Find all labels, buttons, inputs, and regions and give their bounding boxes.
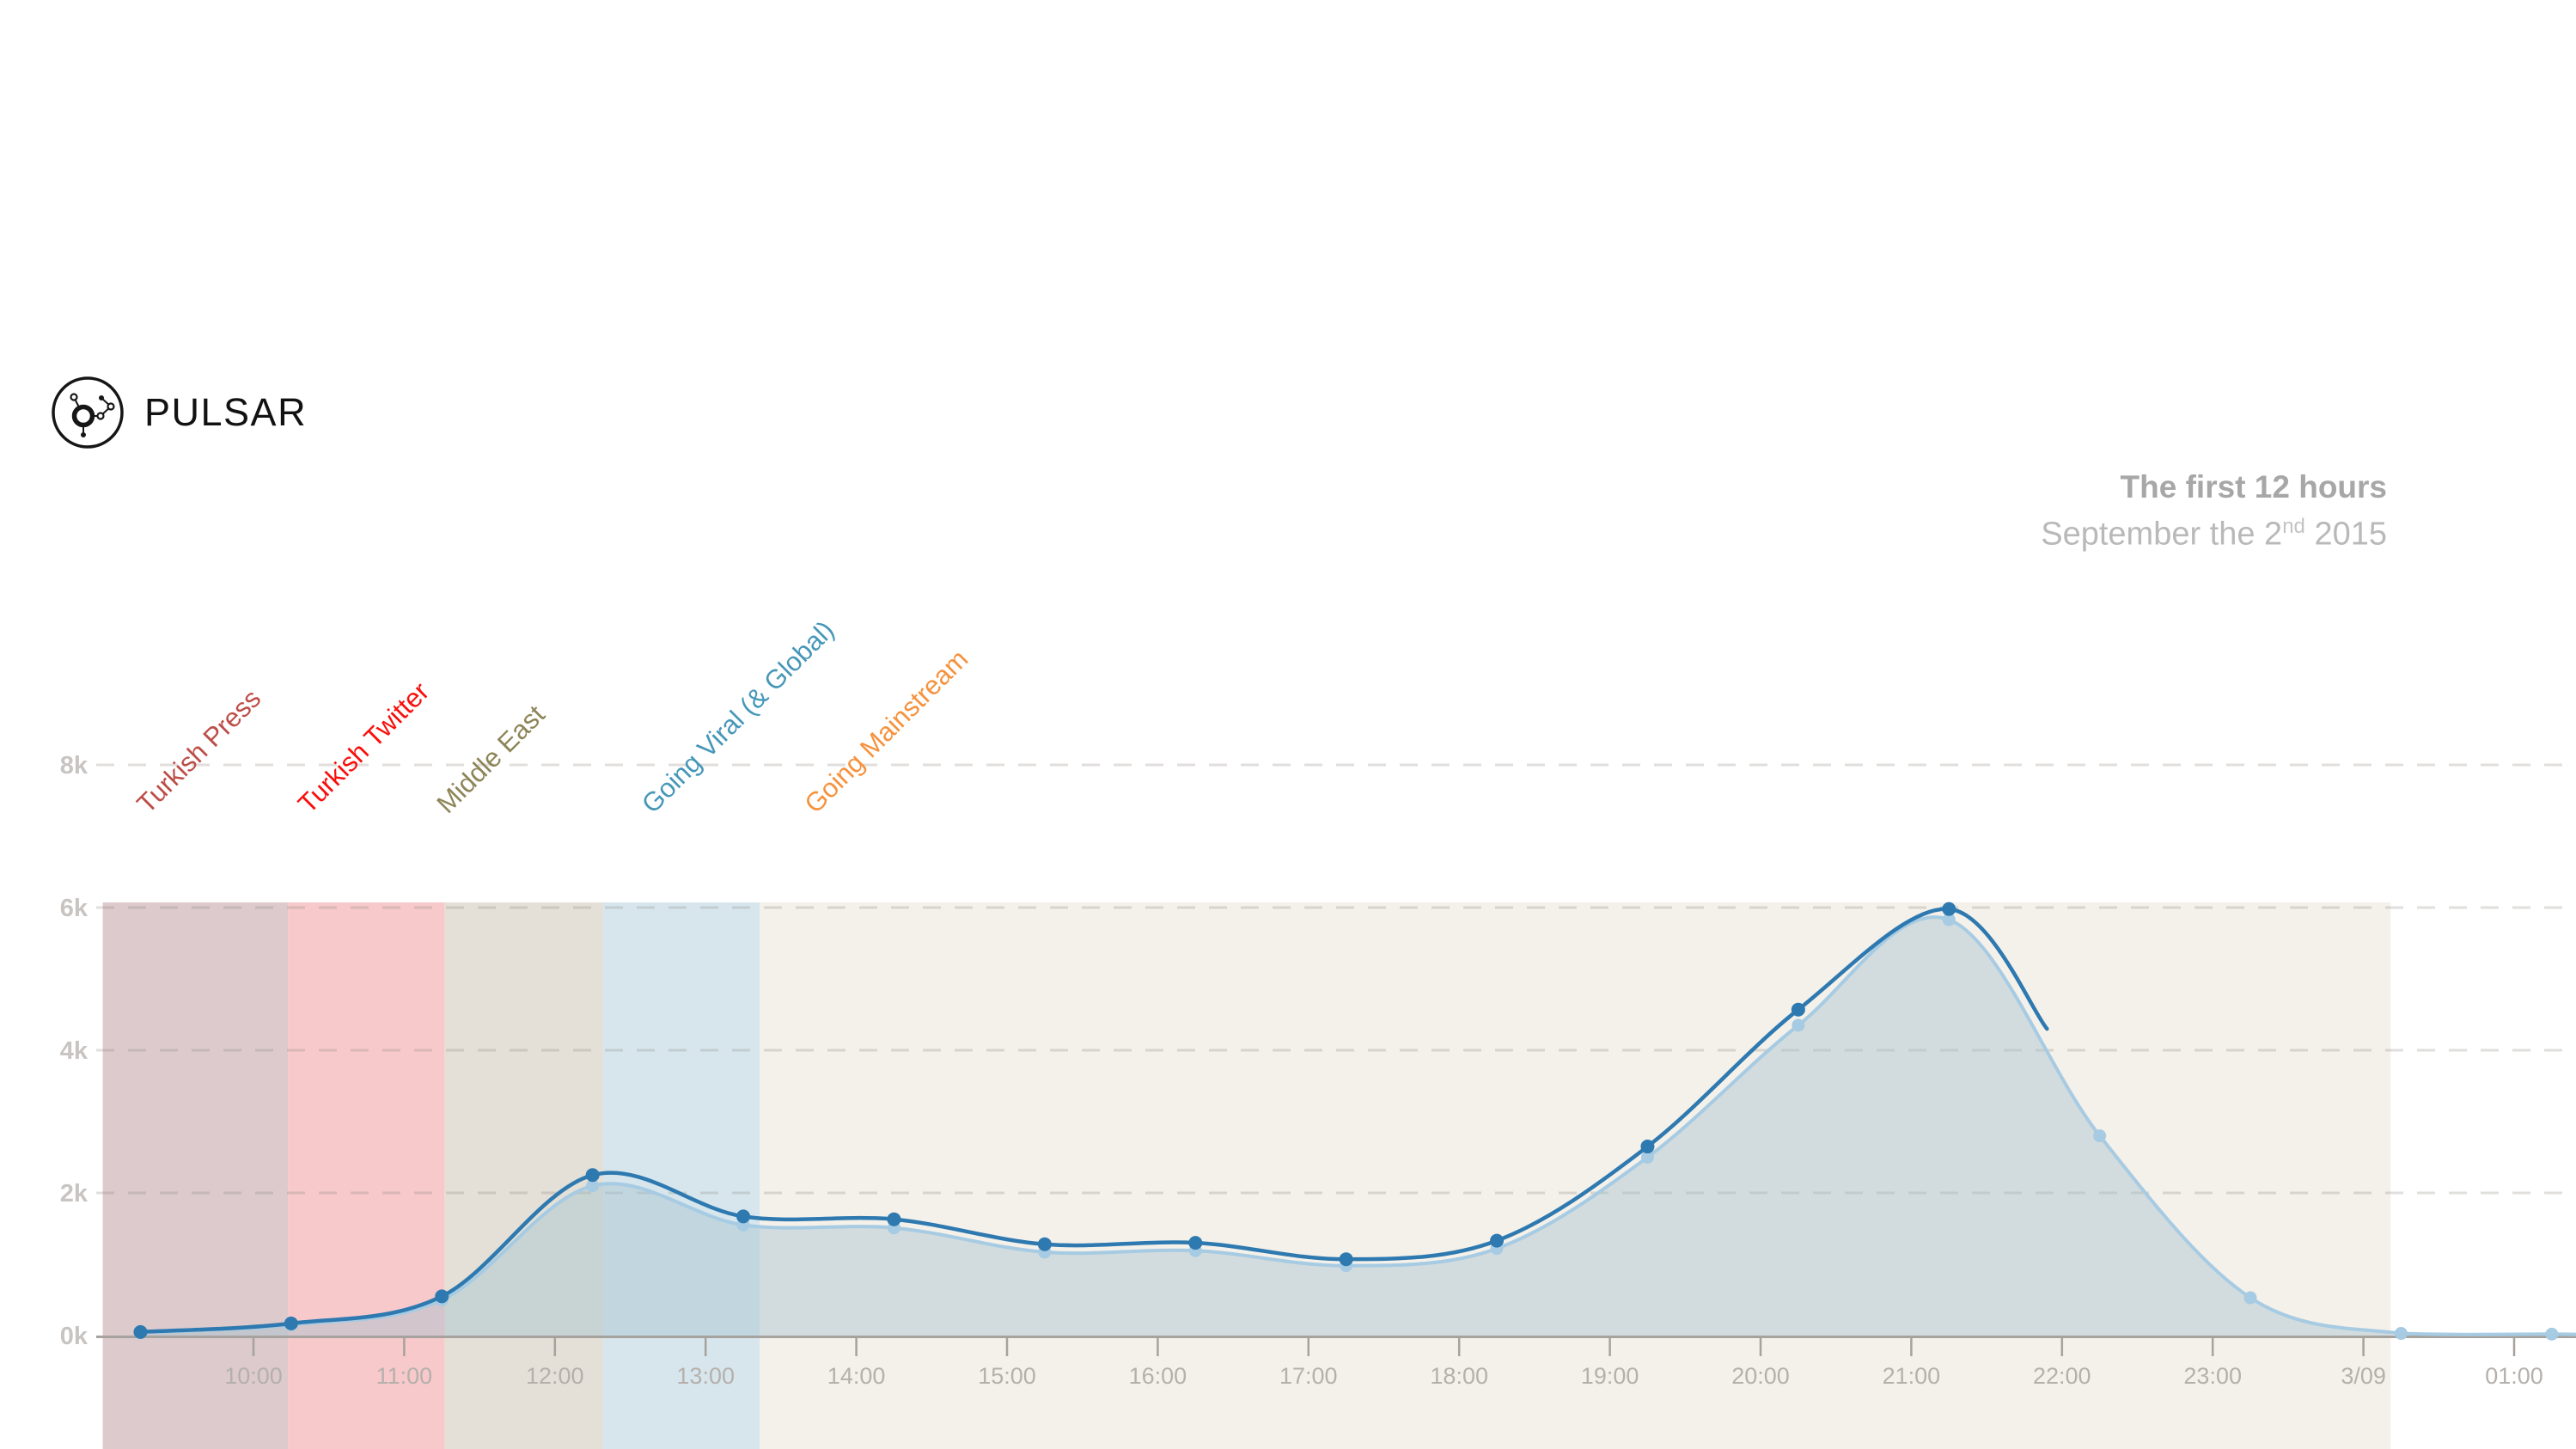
- dark-blue-series-point-11-15: [435, 1289, 449, 1304]
- x-tick-label: 20:00: [1731, 1363, 1790, 1389]
- light-blue-series-point-22-15: [2093, 1129, 2107, 1143]
- dark-blue-series-point-16-15: [1188, 1236, 1203, 1250]
- light-blue-series-point-12-15: [586, 1179, 600, 1193]
- x-tick-label: 22:00: [2033, 1363, 2091, 1389]
- phase-band-turkish-twitter: [288, 902, 445, 1449]
- x-tick-label: 12:00: [526, 1363, 584, 1389]
- x-tick-label: 11:00: [376, 1363, 433, 1389]
- y-tick-label: 8k: [60, 752, 89, 780]
- x-tick-label: 16:00: [1129, 1363, 1187, 1389]
- chart-subtitle: September the 2nd 2015: [2041, 517, 2387, 551]
- x-tick-label: 18:00: [1430, 1363, 1488, 1389]
- y-tick-label: 0k: [60, 1323, 89, 1350]
- dark-blue-series-point-10-15: [284, 1316, 298, 1330]
- phase-label-going-mainstream: Going Mainstream: [798, 644, 974, 819]
- x-tick-label: 23:00: [2183, 1363, 2242, 1389]
- dark-blue-series-point-20-15: [1791, 1002, 1805, 1017]
- chart-subtitle-ordinal: nd: [2282, 515, 2305, 538]
- dark-blue-series-line: [138, 907, 2049, 1335]
- dark-blue-series-point-12-15: [585, 1168, 600, 1183]
- light-blue-series-point-21-15: [1942, 913, 1956, 926]
- pulsar-logo-text: PULSAR: [144, 390, 308, 434]
- phase-band-middle-east: [444, 902, 603, 1449]
- y-tick-label: 6k: [60, 895, 89, 922]
- dark-blue-series-point-19-15: [1640, 1140, 1655, 1154]
- phase-label-turkish-press: Turkish Press: [131, 683, 266, 819]
- light-blue-series-line: [138, 915, 2576, 1336]
- light-blue-series-point-00-15: [2394, 1327, 2408, 1341]
- x-tick-label: 01:00: [2485, 1363, 2543, 1389]
- light-blue-series-point-01-15: [2545, 1327, 2559, 1341]
- x-tick-label: 14:00: [827, 1363, 886, 1389]
- light-blue-series-point-20-15: [1792, 1018, 1805, 1032]
- x-tick-label: 21:00: [1883, 1363, 1941, 1389]
- chart-title: The first 12 hours: [2120, 469, 2387, 504]
- chart-title-block: The first 12 hours September the 2nd 201…: [2041, 471, 2387, 551]
- phase-band-going-mainstream: [760, 902, 2391, 1449]
- dark-blue-series-point-18-15: [1490, 1233, 1505, 1248]
- x-tick-label: 13:00: [676, 1363, 735, 1389]
- light-blue-series-point-23-15: [2243, 1291, 2257, 1305]
- x-tick-label: 17:00: [1279, 1363, 1338, 1389]
- x-tick-label: 15:00: [978, 1363, 1036, 1389]
- y-tick-label: 4k: [60, 1037, 89, 1065]
- x-tick-label: 3/09: [2341, 1363, 2386, 1389]
- dark-blue-series-point-13-15: [736, 1209, 751, 1224]
- pulsar-logo-icon: [52, 376, 124, 449]
- light-blue-series-area: [140, 917, 2576, 1336]
- phase-label-turkish-twitter: Turkish Twitter: [292, 676, 435, 819]
- dark-blue-series-point-09-15: [133, 1324, 148, 1339]
- phase-band-turkish-press: [102, 902, 289, 1449]
- dark-blue-series-point-15-15: [1037, 1237, 1052, 1251]
- dark-blue-series-point-17-15: [1339, 1252, 1353, 1267]
- chart-subtitle-suffix: 2015: [2304, 516, 2387, 553]
- phase-label-middle-east: Middle East: [430, 699, 551, 819]
- pulsar-logo: PULSAR: [48, 373, 307, 452]
- light-blue-series-point-19-15: [1640, 1151, 1654, 1164]
- x-tick-label: 19:00: [1581, 1363, 1639, 1389]
- dark-blue-series-point-14-15: [887, 1212, 901, 1226]
- chart-subtitle-prefix: September the 2: [2041, 516, 2283, 553]
- dark-blue-series-point-21-15: [1942, 902, 1956, 916]
- y-tick-label: 2k: [60, 1180, 89, 1208]
- x-tick-label: 10:00: [224, 1363, 283, 1389]
